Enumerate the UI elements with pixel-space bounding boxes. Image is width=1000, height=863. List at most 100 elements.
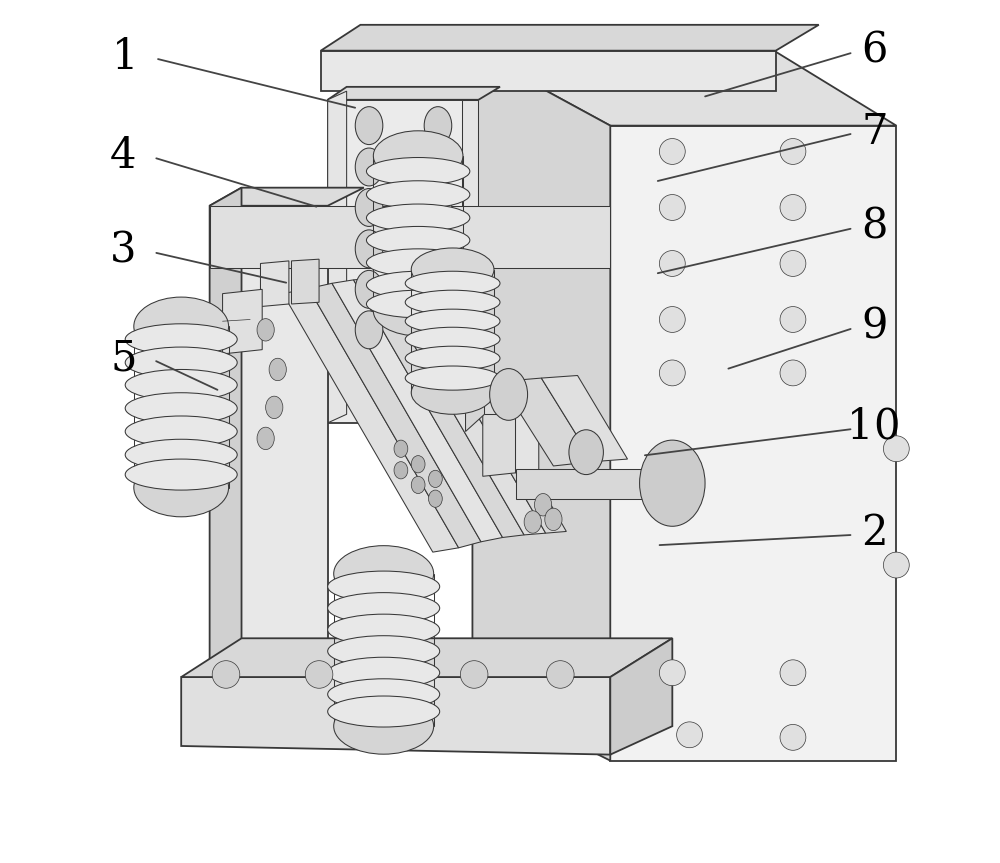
Ellipse shape	[366, 271, 470, 299]
Ellipse shape	[640, 440, 705, 526]
Polygon shape	[472, 51, 610, 760]
Polygon shape	[309, 283, 481, 548]
Polygon shape	[283, 288, 459, 552]
Ellipse shape	[524, 511, 541, 533]
Polygon shape	[397, 274, 566, 533]
Ellipse shape	[405, 327, 500, 351]
Text: 2: 2	[861, 512, 888, 554]
Ellipse shape	[780, 660, 806, 686]
Polygon shape	[321, 25, 819, 51]
Polygon shape	[466, 393, 484, 432]
Ellipse shape	[366, 290, 470, 318]
Ellipse shape	[328, 696, 440, 727]
Ellipse shape	[257, 318, 274, 341]
Ellipse shape	[405, 309, 500, 333]
Polygon shape	[516, 469, 672, 499]
Ellipse shape	[212, 661, 240, 689]
Ellipse shape	[659, 306, 685, 332]
Ellipse shape	[355, 107, 383, 145]
Ellipse shape	[780, 724, 806, 750]
Ellipse shape	[659, 194, 685, 220]
Ellipse shape	[411, 248, 494, 291]
Polygon shape	[210, 205, 328, 690]
Ellipse shape	[125, 369, 237, 400]
Polygon shape	[516, 381, 539, 473]
Ellipse shape	[405, 366, 500, 390]
Ellipse shape	[125, 324, 237, 355]
Ellipse shape	[780, 360, 806, 386]
Ellipse shape	[545, 508, 562, 531]
Ellipse shape	[547, 661, 574, 689]
Ellipse shape	[883, 552, 909, 578]
Text: 6: 6	[862, 29, 888, 72]
Polygon shape	[328, 100, 478, 423]
Polygon shape	[354, 278, 524, 538]
Polygon shape	[610, 126, 896, 760]
Ellipse shape	[534, 494, 552, 516]
Polygon shape	[223, 289, 262, 354]
Text: 0: 0	[873, 406, 899, 448]
Ellipse shape	[134, 297, 229, 356]
Ellipse shape	[328, 636, 440, 667]
Text: 8: 8	[862, 205, 888, 248]
Polygon shape	[610, 639, 672, 754]
Ellipse shape	[659, 250, 685, 276]
Ellipse shape	[490, 369, 528, 420]
Ellipse shape	[411, 371, 494, 414]
Ellipse shape	[125, 393, 237, 424]
Ellipse shape	[366, 158, 470, 185]
Text: 3: 3	[110, 230, 137, 272]
Ellipse shape	[328, 614, 440, 646]
Text: 5: 5	[110, 337, 137, 379]
Polygon shape	[332, 280, 503, 542]
Ellipse shape	[134, 458, 229, 517]
Ellipse shape	[328, 571, 440, 602]
Polygon shape	[472, 51, 896, 126]
Ellipse shape	[424, 270, 452, 308]
Ellipse shape	[405, 290, 500, 314]
Ellipse shape	[411, 456, 425, 473]
Ellipse shape	[424, 148, 452, 186]
Text: 9: 9	[862, 306, 888, 348]
Ellipse shape	[411, 476, 425, 494]
Polygon shape	[210, 187, 364, 205]
Polygon shape	[328, 91, 347, 423]
Polygon shape	[321, 51, 776, 91]
Ellipse shape	[257, 427, 274, 450]
Ellipse shape	[569, 430, 603, 475]
Ellipse shape	[373, 131, 463, 180]
Polygon shape	[210, 187, 242, 690]
Ellipse shape	[780, 306, 806, 332]
Ellipse shape	[366, 249, 470, 276]
Ellipse shape	[266, 396, 283, 419]
Text: 1: 1	[112, 35, 138, 78]
Ellipse shape	[334, 545, 434, 602]
Ellipse shape	[366, 204, 470, 231]
Ellipse shape	[355, 148, 383, 186]
Ellipse shape	[334, 698, 434, 754]
Ellipse shape	[305, 661, 333, 689]
Ellipse shape	[269, 358, 286, 381]
Ellipse shape	[394, 440, 408, 457]
Ellipse shape	[125, 459, 237, 490]
Ellipse shape	[355, 188, 383, 226]
Ellipse shape	[328, 658, 440, 689]
Text: 7: 7	[862, 110, 888, 153]
Ellipse shape	[780, 194, 806, 220]
Polygon shape	[541, 375, 628, 462]
Ellipse shape	[780, 139, 806, 164]
Ellipse shape	[394, 462, 408, 479]
Polygon shape	[260, 261, 289, 306]
Ellipse shape	[659, 139, 685, 164]
Ellipse shape	[460, 661, 488, 689]
Ellipse shape	[677, 721, 702, 747]
Polygon shape	[181, 639, 672, 677]
Ellipse shape	[355, 230, 383, 268]
Ellipse shape	[780, 250, 806, 276]
Ellipse shape	[405, 346, 500, 370]
Ellipse shape	[428, 490, 442, 507]
Ellipse shape	[424, 230, 452, 268]
Ellipse shape	[355, 311, 383, 349]
Polygon shape	[291, 259, 319, 304]
Ellipse shape	[424, 311, 452, 349]
